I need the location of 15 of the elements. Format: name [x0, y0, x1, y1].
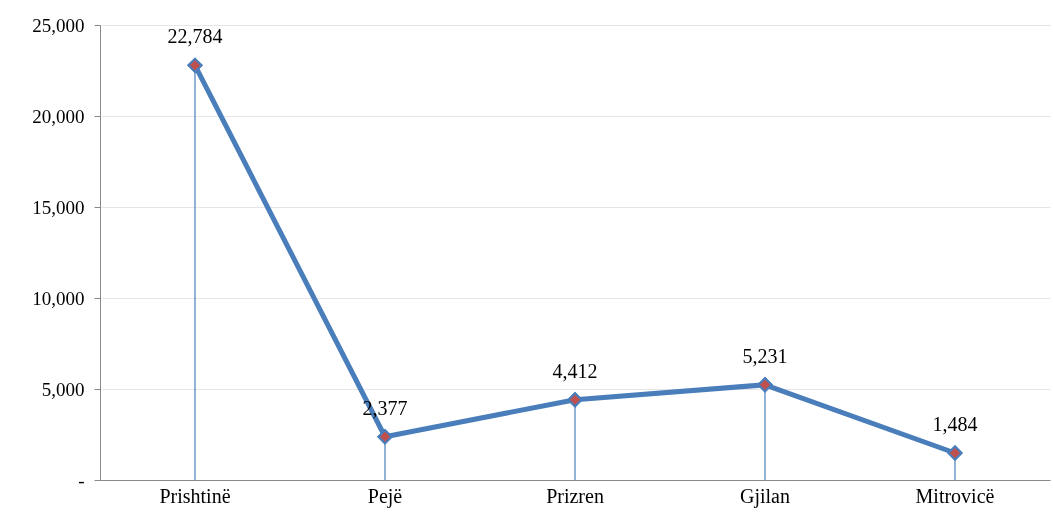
y-tick-label: 10,000: [32, 287, 85, 309]
y-tick-label: 20,000: [32, 105, 85, 127]
y-tick-label: 5,000: [41, 378, 85, 400]
x-tick-label: Pejë: [367, 484, 403, 508]
x-tick-label: Gjilan: [740, 484, 790, 508]
y-tick-label: -: [78, 469, 85, 491]
data-label: 22,784: [167, 25, 223, 48]
x-tick-label: Prizren: [546, 484, 604, 507]
data-label: 4,412: [552, 359, 598, 382]
data-label: 1,484: [932, 412, 978, 435]
data-label: 5,231: [742, 344, 788, 367]
y-tick-label: 25,000: [32, 14, 85, 36]
y-tick-label: 15,000: [32, 196, 85, 218]
x-tick-label: Mitrovicë: [915, 484, 995, 507]
x-tick-label: Prishtinë: [159, 484, 231, 507]
